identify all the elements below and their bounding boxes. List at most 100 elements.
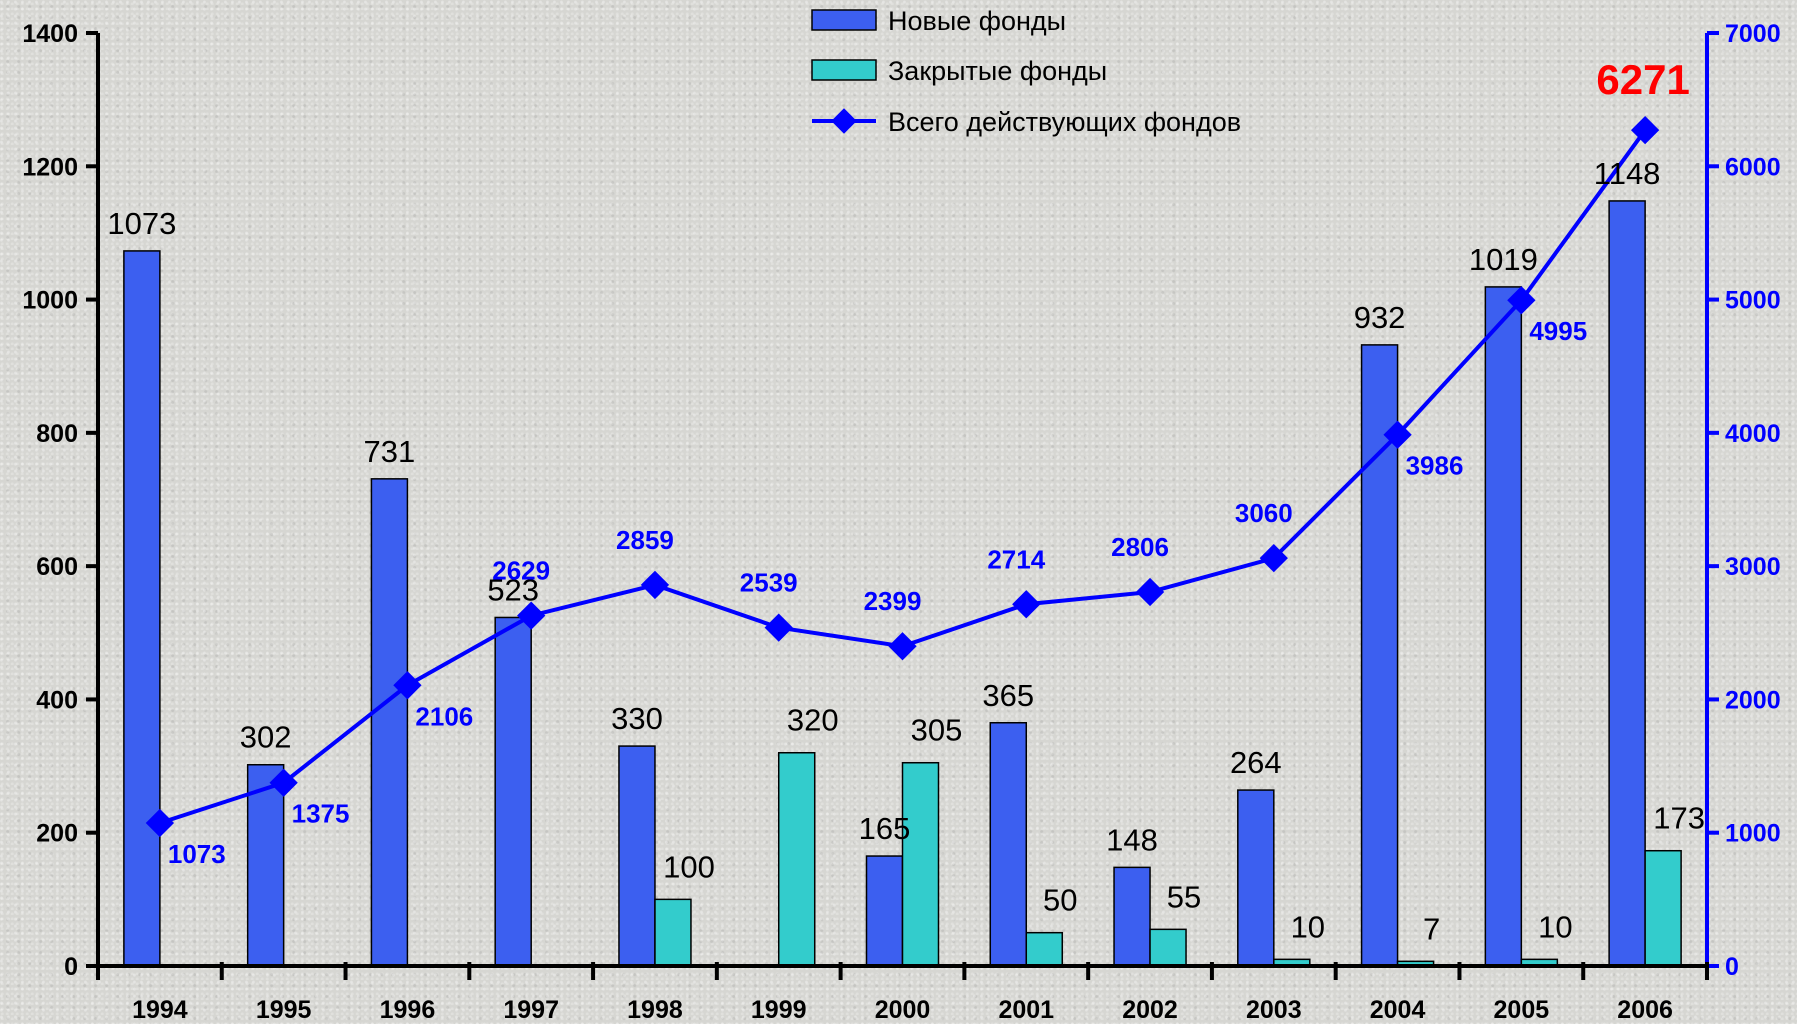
y-left-tick-label: 0	[64, 953, 78, 981]
x-tick-label: 2000	[875, 996, 931, 1024]
line-label-total-funds: 2629	[492, 556, 550, 586]
x-tick-label: 2004	[1370, 996, 1426, 1024]
x-tick-label: 2002	[1122, 996, 1178, 1024]
y-left-tick-label: 800	[36, 420, 78, 448]
bar-label-closed-funds: 10	[1291, 909, 1325, 944]
legend-item-new-funds: Новые фонды	[811, 6, 1066, 36]
series-total-funds	[145, 116, 1660, 838]
bar-new-funds	[1608, 200, 1646, 967]
line-point-total-funds	[1630, 116, 1660, 145]
line-point-total-funds	[640, 570, 670, 600]
line-label-total-funds: 2806	[1111, 532, 1169, 562]
line-label-total-funds: 2859	[616, 525, 674, 555]
bar-closed-funds	[654, 898, 692, 967]
bar-label-new-funds: 1073	[107, 206, 176, 241]
line-point-total-funds	[1507, 286, 1536, 315]
line-label-highlight: 6271	[1596, 56, 1689, 103]
bar-label-new-funds: 365	[982, 678, 1034, 713]
bar-label-new-funds: 731	[364, 434, 416, 469]
line-point-total-funds	[1259, 544, 1288, 573]
bar-closed-funds	[1644, 849, 1682, 967]
line-point-total-funds	[764, 613, 793, 642]
line-label-total-funds: 3986	[1406, 451, 1464, 481]
y-right-tick-label: 4000	[1725, 420, 1781, 448]
bar-label-new-funds: 523	[487, 572, 539, 607]
data-labels: 1073 302 731 523 330 165 365 148 264 932 1019 1148 1…	[107, 56, 1705, 946]
bar-closed-funds	[777, 751, 816, 967]
y-right-tick-label: 5000	[1725, 287, 1781, 315]
y-right-tick-label: 7000	[1725, 20, 1781, 48]
bar-new-funds	[123, 250, 161, 967]
bar-label-new-funds: 165	[859, 811, 911, 846]
axes: 0 200 400 600 800 1000 1200 1400 0 1000 2000 3000 40…	[22, 20, 1780, 1024]
line-label-total-funds: 4995	[1529, 316, 1587, 346]
bar-label-closed-funds: 7	[1423, 911, 1440, 946]
x-tick-label: 2006	[1617, 996, 1673, 1024]
bar-label-closed-funds: 100	[663, 849, 715, 884]
line-point-total-funds	[145, 808, 175, 838]
bar-label-new-funds: 1148	[1594, 156, 1661, 191]
line-label-total-funds: 2106	[415, 701, 473, 731]
legend-label-new-funds: Новые фонды	[888, 6, 1066, 36]
line-point-total-funds	[1012, 590, 1041, 619]
legend: Новые фонды Закрытые фонды Всего действу…	[811, 6, 1241, 137]
bar-label-new-funds: 932	[1354, 300, 1406, 335]
bar-new-funds	[246, 763, 285, 967]
line-label-total-funds: 2399	[864, 586, 922, 616]
y-left-tick-label: 400	[36, 686, 78, 714]
y-right-tick-label: 2000	[1725, 686, 1781, 714]
bar-label-new-funds: 1019	[1469, 242, 1538, 277]
line-label-total-funds: 1073	[168, 839, 226, 869]
bar-label-closed-funds: 50	[1043, 883, 1077, 918]
bar-new-funds	[1113, 866, 1151, 967]
y-left-tick-label: 600	[36, 553, 78, 581]
line-label-total-funds: 1375	[292, 799, 350, 829]
y-right-tick-label: 1000	[1725, 820, 1781, 848]
y-left-tick-label: 1000	[22, 287, 78, 315]
bar-label-closed-funds: 305	[911, 713, 963, 748]
bar-label-closed-funds: 320	[787, 703, 839, 738]
bar-label-new-funds: 330	[611, 701, 663, 736]
y-left-tick-label: 1400	[22, 20, 78, 48]
y-left-tick-label: 200	[36, 820, 78, 848]
bar-closed-funds	[1025, 931, 1064, 967]
legend-label-closed-funds: Закрытые фонды	[888, 56, 1107, 86]
y-right-tick-label: 6000	[1725, 153, 1781, 181]
line-point-total-funds	[269, 768, 298, 797]
line-label-total-funds: 3060	[1235, 498, 1293, 528]
y-right-tick-label: 0	[1725, 953, 1739, 981]
bar-new-funds	[1237, 789, 1275, 967]
x-tick-label: 2001	[998, 996, 1054, 1024]
bar-new-funds	[494, 616, 532, 967]
bar-label-closed-funds: 10	[1538, 909, 1572, 944]
line-point-total-funds	[393, 671, 422, 700]
series-new-funds	[123, 200, 1646, 967]
x-tick-label: 1999	[751, 996, 807, 1024]
bar-label-closed-funds: 55	[1167, 879, 1201, 914]
line-label-total-funds: 2539	[740, 568, 798, 598]
x-tick-label: 2003	[1246, 996, 1302, 1024]
y-left-tick-label: 1200	[22, 153, 78, 181]
series-closed-funds	[654, 751, 1682, 967]
bar-new-funds	[989, 722, 1028, 967]
x-tick-label: 1997	[503, 996, 559, 1024]
line-point-total-funds	[517, 601, 546, 630]
bar-new-funds	[865, 855, 904, 967]
bar-label-new-funds: 264	[1230, 745, 1282, 780]
bar-new-funds	[618, 745, 656, 967]
x-tick-label: 2005	[1494, 996, 1550, 1024]
legend-item-total-funds: Всего действующих фондов	[812, 107, 1241, 137]
bar-new-funds	[1484, 286, 1523, 967]
line-point-total-funds	[1135, 577, 1165, 607]
x-tick-label: 1998	[627, 996, 683, 1024]
legend-item-closed-funds: Закрытые фонды	[811, 56, 1107, 86]
bar-label-new-funds: 302	[240, 720, 292, 755]
line-label-total-funds: 2714	[987, 544, 1045, 574]
legend-marker-total-funds	[831, 108, 857, 134]
bar-closed-funds	[901, 761, 940, 967]
bar-closed-funds	[1149, 928, 1187, 967]
bar-label-closed-funds: 173	[1653, 801, 1705, 836]
x-tick-label: 1995	[256, 996, 312, 1024]
x-tick-label: 1994	[132, 996, 188, 1024]
